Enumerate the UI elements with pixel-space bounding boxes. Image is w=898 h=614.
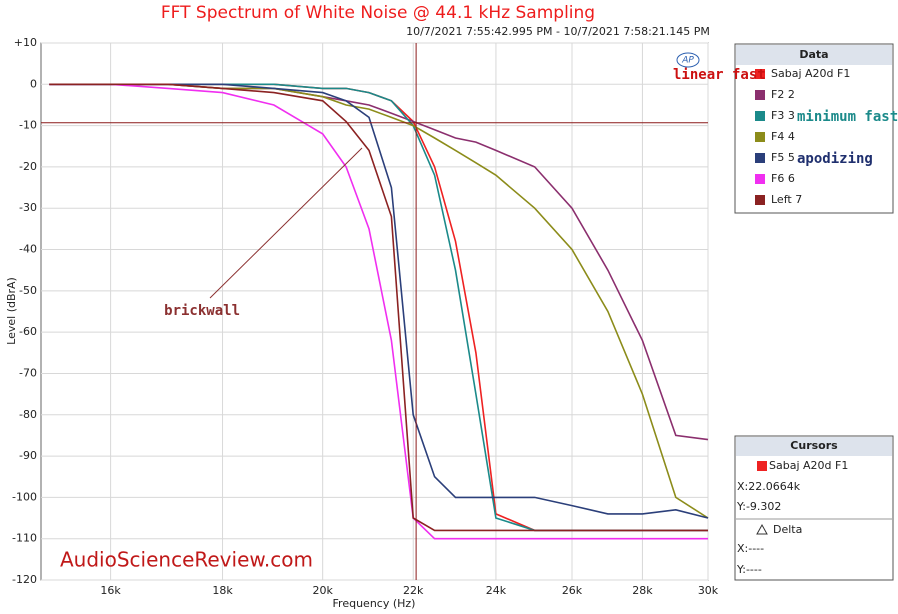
y-tick-label: -60	[19, 325, 37, 338]
legend-label: F2 2	[771, 88, 795, 101]
legend-swatch	[755, 174, 765, 184]
x-axis-label: Frequency (Hz)	[333, 597, 416, 610]
legend-label: F5 5	[771, 151, 795, 164]
y-axis-label: Level (dBrA)	[5, 277, 18, 345]
cursor-swatch	[757, 461, 767, 471]
delta-label: Delta	[773, 523, 802, 536]
x-tick-label: 26k	[562, 584, 583, 597]
svg-text:AP: AP	[681, 56, 694, 66]
annotation-pointer	[209, 147, 363, 299]
legend-label: F3 3	[771, 109, 795, 122]
watermark: AudioScienceReview.com	[60, 548, 313, 572]
legend-label: F6 6	[771, 172, 795, 185]
legend-header	[736, 45, 892, 65]
y-tick-label: 0	[30, 77, 37, 90]
y-tick-label: -70	[19, 366, 37, 379]
legend-label: F4 4	[771, 130, 795, 143]
annotation: apodizing	[797, 151, 873, 167]
delta-x: X:----	[737, 542, 764, 555]
y-tick-label: -90	[19, 449, 37, 462]
x-tick-label: 24k	[486, 584, 507, 597]
cursor-series: Sabaj A20d F1	[769, 459, 848, 472]
x-tick-label: 16k	[100, 584, 121, 597]
x-tick-label: 30k	[698, 584, 719, 597]
cursor-x: X:22.0664k	[737, 480, 801, 493]
y-tick-label: -50	[19, 284, 37, 297]
x-tick-label: 22k	[403, 584, 424, 597]
legend-title: Data	[799, 48, 828, 61]
y-tick-label: -40	[19, 243, 37, 256]
cursor-y: Y:-9.302	[736, 500, 781, 513]
legend-swatch	[755, 195, 765, 205]
annotation: brickwall	[164, 303, 240, 319]
legend-label: Sabaj A20d F1	[771, 67, 850, 80]
legend-swatch	[755, 69, 765, 79]
ap-logo: AP	[676, 52, 700, 68]
cursor-title: Cursors	[790, 439, 838, 452]
annotation: linear fast	[673, 67, 766, 83]
delta-y: Y:----	[736, 563, 762, 576]
legend-swatch	[755, 90, 765, 100]
series-line	[49, 83, 708, 540]
x-tick-label: 20k	[312, 584, 333, 597]
x-tick-label: 28k	[632, 584, 653, 597]
y-tick-label: -110	[12, 532, 37, 545]
series-line	[49, 83, 709, 519]
legend-swatch	[755, 153, 765, 163]
cursor-header	[736, 437, 892, 456]
series-line	[49, 83, 708, 532]
x-tick-label: 18k	[212, 584, 233, 597]
y-tick-label: +10	[14, 36, 37, 49]
legend-label: Left 7	[771, 193, 802, 206]
legend-swatch	[755, 111, 765, 121]
delta-icon	[756, 523, 768, 535]
y-tick-label: -100	[12, 490, 37, 503]
y-tick-label: -20	[19, 160, 37, 173]
y-tick-label: -120	[12, 573, 37, 586]
y-tick-label: -10	[19, 119, 37, 132]
subtitle: 10/7/2021 7:55:42.995 PM - 10/7/2021 7:5…	[406, 25, 710, 38]
y-tick-label: -80	[19, 408, 37, 421]
annotation: minimum fast	[797, 109, 898, 125]
cursor-panel	[734, 435, 894, 581]
y-tick-label: -30	[19, 201, 37, 214]
chart-title: FFT Spectrum of White Noise @ 44.1 kHz S…	[161, 3, 595, 23]
legend-swatch	[755, 132, 765, 142]
